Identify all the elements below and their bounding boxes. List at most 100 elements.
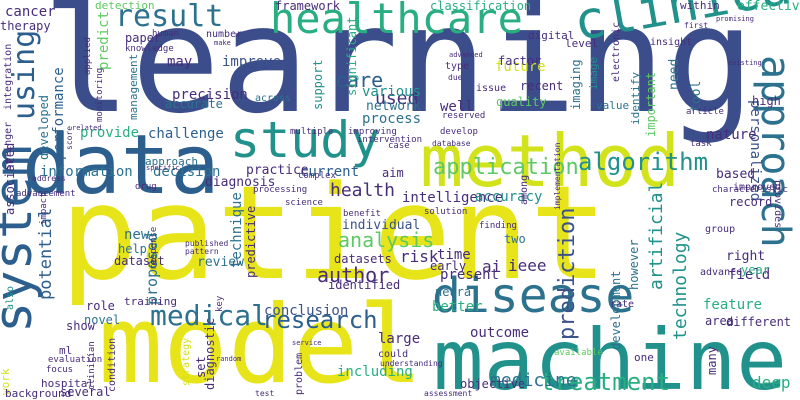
word-strategy: diagnostic [203,317,217,390]
word-applied: number [206,29,243,40]
word-improving: implementation [553,142,562,210]
word-one: many [705,346,719,375]
word-medicine: medicine [490,370,577,391]
word-help: dataset [114,254,165,268]
word-time: time [437,247,471,263]
word-processing: monitoring [95,67,105,122]
word-available: task [690,139,712,149]
word-make: first [684,21,709,30]
word-framework: framework [275,0,341,13]
word-using: using [7,29,42,120]
word-information: information [40,164,133,180]
word-role: novel [84,313,121,327]
word-conclusion: conclusion [264,303,349,319]
word-implementation: database [432,139,471,148]
word-risk: risk [400,247,439,266]
word-decision: decision [153,164,221,180]
word-various: various [362,84,422,100]
word-digital: digital [528,29,575,42]
word-issue: issue [476,83,507,94]
word-predict: predict [96,10,112,70]
word-machine: machine [433,311,788,400]
word-several: hospital [41,377,94,390]
word-early: neural [435,285,479,299]
word-future: future [495,59,546,75]
word-dataset: among [519,174,530,205]
word-diagnostic: training [124,295,177,308]
word-promising: existing [728,59,762,67]
word-deep: deep [752,373,791,392]
word-need: need [667,58,682,90]
word-monitoring: applied [83,37,93,75]
word-method: method [420,119,681,203]
word-show: role [86,299,115,313]
word-model: model [98,283,424,400]
word-year: year [741,263,770,277]
word-integration: springer [3,121,14,170]
word-potential-small: random [216,355,242,363]
word-case: multiple [290,127,334,137]
word-care: care [335,68,384,92]
word-present: present [440,267,500,283]
word-process: process [362,111,422,127]
word-cancer: cancer [5,4,56,20]
word-challenge: challenge [148,126,224,142]
word-across: across [255,93,292,104]
word-multiple: develop [440,127,478,137]
word-related: advanced [449,51,483,59]
word-disease: disease [432,268,635,324]
word-datasets: identified [328,278,401,292]
word-random: service [292,339,322,347]
word-evaluation: key [215,295,225,312]
word-classification: classification [430,0,532,13]
word-different: different [726,315,792,329]
word-database: published [185,239,229,248]
word-detection: detection [95,0,155,12]
word-article: reserved [442,111,486,121]
word-outcome: outcome [470,325,530,341]
word-ai: ai [482,257,502,276]
word-value: value [596,99,630,112]
word-technology: technology [670,231,691,340]
word-data: data [22,118,220,213]
word-impact: advancement [16,189,76,199]
word-group: advance [700,267,743,278]
word-may: may [167,54,193,70]
word-factor: factor [498,54,542,68]
word-new: new [124,227,150,243]
word-ml: show [66,319,95,333]
word-improved: group [705,224,736,235]
word-among: two [504,232,526,246]
word-could: large [378,331,421,347]
word-healthcare: healthcare [270,0,523,43]
word-identify: identify [629,72,642,125]
word-insight: insight [650,37,693,48]
word-high: high [752,94,781,108]
word-benefit: case [388,141,410,151]
word-record: record [729,195,773,209]
word-address: impact [39,192,49,225]
word-patient: patient [60,157,608,309]
word-support: support [311,59,325,110]
word-based: based [716,167,756,182]
word-first: due [448,73,463,82]
word-review: review [197,255,244,270]
word-electronic: electronic [611,21,622,82]
word-objective: problem [294,352,305,395]
word-current: current [300,164,360,180]
word-right: right [726,249,766,264]
word-within: within [680,0,720,12]
word-drug: processing [253,185,308,195]
word-provide: provide [80,125,140,141]
word-existing: make [214,39,231,47]
word-novel: help [118,242,147,256]
word-neural: datasets [334,252,392,266]
word-knowledge: integration [3,43,14,110]
word-task: article [686,107,724,117]
word-pattern: test [255,389,275,398]
word-artificial: artificial [646,181,667,290]
word-set: ml [59,344,73,357]
word-algorithm: algorithm [578,148,709,176]
word-author: author [317,263,390,287]
